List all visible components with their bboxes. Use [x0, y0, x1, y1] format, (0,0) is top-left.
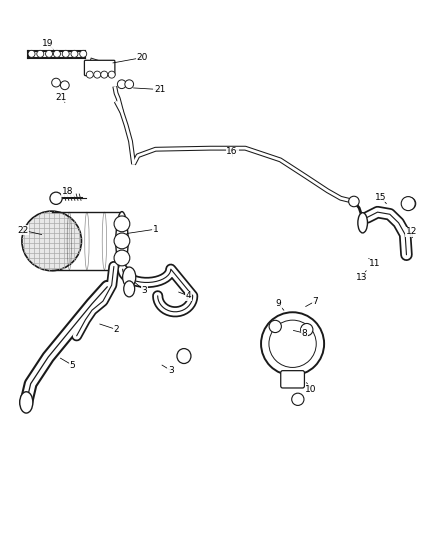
Circle shape [269, 320, 281, 333]
Text: 21: 21 [154, 85, 166, 94]
FancyBboxPatch shape [85, 60, 115, 76]
Circle shape [22, 211, 81, 271]
Circle shape [86, 71, 93, 78]
Text: 13: 13 [356, 273, 367, 281]
Circle shape [114, 250, 130, 266]
Ellipse shape [124, 281, 134, 297]
Circle shape [114, 216, 130, 232]
Circle shape [28, 50, 35, 58]
Circle shape [52, 78, 60, 87]
Text: 1: 1 [152, 225, 159, 233]
Ellipse shape [123, 267, 136, 287]
Text: 2: 2 [113, 325, 119, 334]
Text: 8: 8 [301, 329, 307, 337]
Text: 15: 15 [375, 193, 387, 201]
Circle shape [300, 324, 313, 336]
Circle shape [37, 50, 44, 58]
Text: 3: 3 [141, 286, 148, 295]
Circle shape [62, 50, 69, 58]
Circle shape [349, 196, 359, 207]
Text: 16: 16 [226, 148, 238, 156]
Text: 7: 7 [312, 297, 318, 305]
Text: 19: 19 [42, 39, 53, 48]
Circle shape [117, 80, 126, 88]
Circle shape [114, 233, 130, 249]
Circle shape [46, 50, 53, 58]
Text: 4: 4 [186, 292, 191, 300]
Circle shape [53, 50, 60, 58]
Text: 12: 12 [406, 228, 417, 236]
Circle shape [50, 192, 62, 205]
Text: 5: 5 [69, 361, 75, 369]
Circle shape [108, 71, 115, 78]
Text: 20: 20 [137, 53, 148, 62]
FancyBboxPatch shape [281, 370, 304, 388]
Text: 3: 3 [168, 366, 174, 375]
Text: 18: 18 [62, 188, 74, 196]
Text: 11: 11 [369, 260, 380, 268]
Text: 22: 22 [17, 226, 28, 235]
Ellipse shape [20, 392, 33, 413]
Circle shape [94, 71, 101, 78]
Circle shape [401, 197, 415, 211]
Circle shape [403, 197, 416, 210]
Ellipse shape [177, 349, 191, 364]
Ellipse shape [116, 212, 128, 270]
Text: 9: 9 [275, 300, 281, 308]
Circle shape [80, 50, 87, 58]
Text: 10: 10 [305, 385, 317, 393]
Circle shape [60, 81, 69, 90]
Circle shape [71, 50, 78, 58]
Ellipse shape [358, 213, 367, 233]
Circle shape [101, 71, 108, 78]
Text: 21: 21 [56, 93, 67, 101]
Circle shape [292, 393, 304, 406]
Circle shape [125, 80, 134, 88]
